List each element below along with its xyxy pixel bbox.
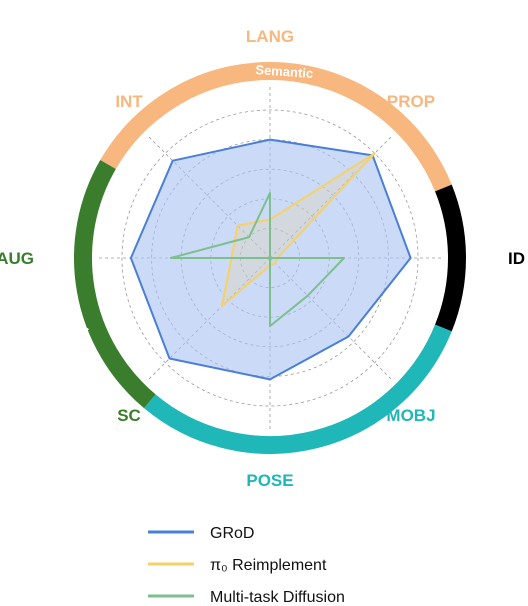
- series-multi-task-diffusion: [169, 191, 345, 328]
- axis-label-sc: SC: [117, 406, 141, 425]
- ring-segment-id: [434, 184, 466, 332]
- ring-segment-vb: [144, 324, 452, 454]
- legend: GRoD π₀ Reimplement Multi-task Diffusion: [148, 525, 345, 606]
- axis-label-aug: AUG: [0, 249, 34, 268]
- ring-segment-visual: [74, 160, 156, 409]
- legend-label: Multi-task Diffusion: [210, 589, 345, 606]
- legend-label: π₀ Reimplement: [210, 557, 327, 574]
- legend-label: GRoD: [210, 525, 254, 542]
- axis-label-int: INT: [115, 92, 143, 111]
- grid-circle: [121, 109, 419, 407]
- axis-label-id: ID: [508, 249, 525, 268]
- axis-labels: LANG PROP ID MOBJ POSE SC AUG INT: [0, 27, 525, 490]
- axis-label-mobj: MOBJ: [386, 406, 435, 425]
- axis-label-pose: POSE: [246, 471, 293, 490]
- axis-label-prop: PROP: [387, 92, 435, 111]
- ring-segment-semantic: [100, 62, 452, 192]
- axis-label-lang: LANG: [246, 27, 294, 46]
- radar-series: [129, 138, 412, 381]
- ring-label-semantic: Semantic: [255, 62, 314, 81]
